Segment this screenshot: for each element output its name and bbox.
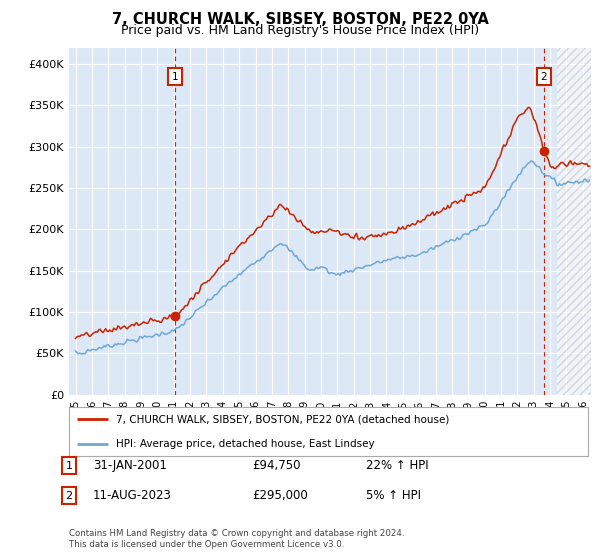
Text: 7, CHURCH WALK, SIBSEY, BOSTON, PE22 0YA: 7, CHURCH WALK, SIBSEY, BOSTON, PE22 0YA <box>112 12 488 27</box>
Text: 31-JAN-2001: 31-JAN-2001 <box>93 459 167 473</box>
Text: HPI: Average price, detached house, East Lindsey: HPI: Average price, detached house, East… <box>116 439 374 449</box>
Text: 5% ↑ HPI: 5% ↑ HPI <box>366 489 421 502</box>
Text: £94,750: £94,750 <box>252 459 301 473</box>
Text: Price paid vs. HM Land Registry's House Price Index (HPI): Price paid vs. HM Land Registry's House … <box>121 24 479 37</box>
Bar <box>557 48 591 395</box>
Text: 2: 2 <box>65 491 73 501</box>
Text: 11-AUG-2023: 11-AUG-2023 <box>93 489 172 502</box>
Text: 2: 2 <box>541 72 547 82</box>
Text: 22% ↑ HPI: 22% ↑ HPI <box>366 459 428 473</box>
Text: £295,000: £295,000 <box>252 489 308 502</box>
Text: 1: 1 <box>172 72 178 82</box>
Text: Contains HM Land Registry data © Crown copyright and database right 2024.
This d: Contains HM Land Registry data © Crown c… <box>69 529 404 549</box>
Text: 1: 1 <box>65 461 73 471</box>
Text: 7, CHURCH WALK, SIBSEY, BOSTON, PE22 0YA (detached house): 7, CHURCH WALK, SIBSEY, BOSTON, PE22 0YA… <box>116 414 449 424</box>
